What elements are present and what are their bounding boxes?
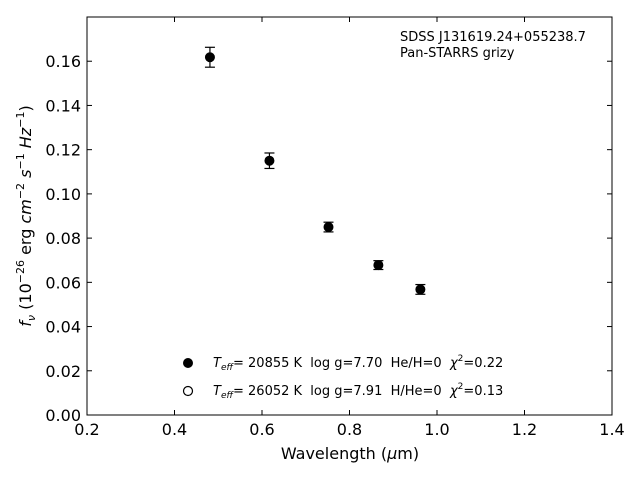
annotation: SDSS J131619.24+055238.7 Pan-STARRS griz…: [400, 30, 586, 61]
y-axis-label: fν (10−26 erg cm−2 s−1 Hz−1): [14, 105, 38, 326]
y-tick-label: 0.16: [45, 52, 81, 71]
legend-marker-open: [182, 385, 194, 397]
data-point: [415, 284, 426, 295]
annotation-object-name: SDSS J131619.24+055238.7: [400, 30, 586, 45]
data-point: [373, 260, 384, 271]
x-tick-label: 1.0: [424, 420, 449, 439]
data-points: [204, 52, 426, 295]
y-tick-label: 0.12: [45, 141, 81, 160]
annotation-survey: Pan-STARRS grizy: [400, 46, 515, 61]
y-tick-label: 0.08: [45, 229, 81, 248]
axis-ticks: 0.2 0.4 0.6 0.8 1.0 1.2 1.4 0.00 0.02 0.04 0.06 0.0…: [45, 17, 625, 439]
legend-entry-1: Teff= 20855 K log g=7.70 He/H=0 χ2=0.22: [213, 354, 503, 373]
y-tick-label: 0.10: [45, 185, 81, 204]
legend-entry-2: Teff= 26052 K log g=7.91 H/He=0 χ2=0.13: [213, 382, 503, 401]
x-tick-label: 0.6: [249, 420, 274, 439]
y-tick-label: 0.04: [45, 318, 81, 337]
y-tick-label: 0.14: [45, 96, 81, 115]
x-tick-label: 0.2: [74, 420, 99, 439]
legend: Teff= 20855 K log g=7.70 He/H=0 χ2=0.22 …: [182, 354, 503, 401]
x-tick-label: 1.2: [512, 420, 537, 439]
plot-frame: [86, 16, 613, 416]
y-tick-label: 0.02: [45, 362, 81, 381]
x-tick-label: 0.4: [162, 420, 187, 439]
x-tick-label: 0.8: [337, 420, 362, 439]
y-tick-label: 0.06: [45, 273, 81, 292]
x-tick-label: 1.4: [599, 420, 624, 439]
data-point: [264, 155, 275, 166]
error-bars: [204, 46, 426, 295]
data-point: [323, 222, 334, 233]
x-axis-label: Wavelength (μm): [281, 444, 419, 463]
data-point: [204, 52, 215, 63]
y-tick-label: 0.00: [45, 406, 81, 425]
legend-marker-filled: [183, 358, 193, 368]
